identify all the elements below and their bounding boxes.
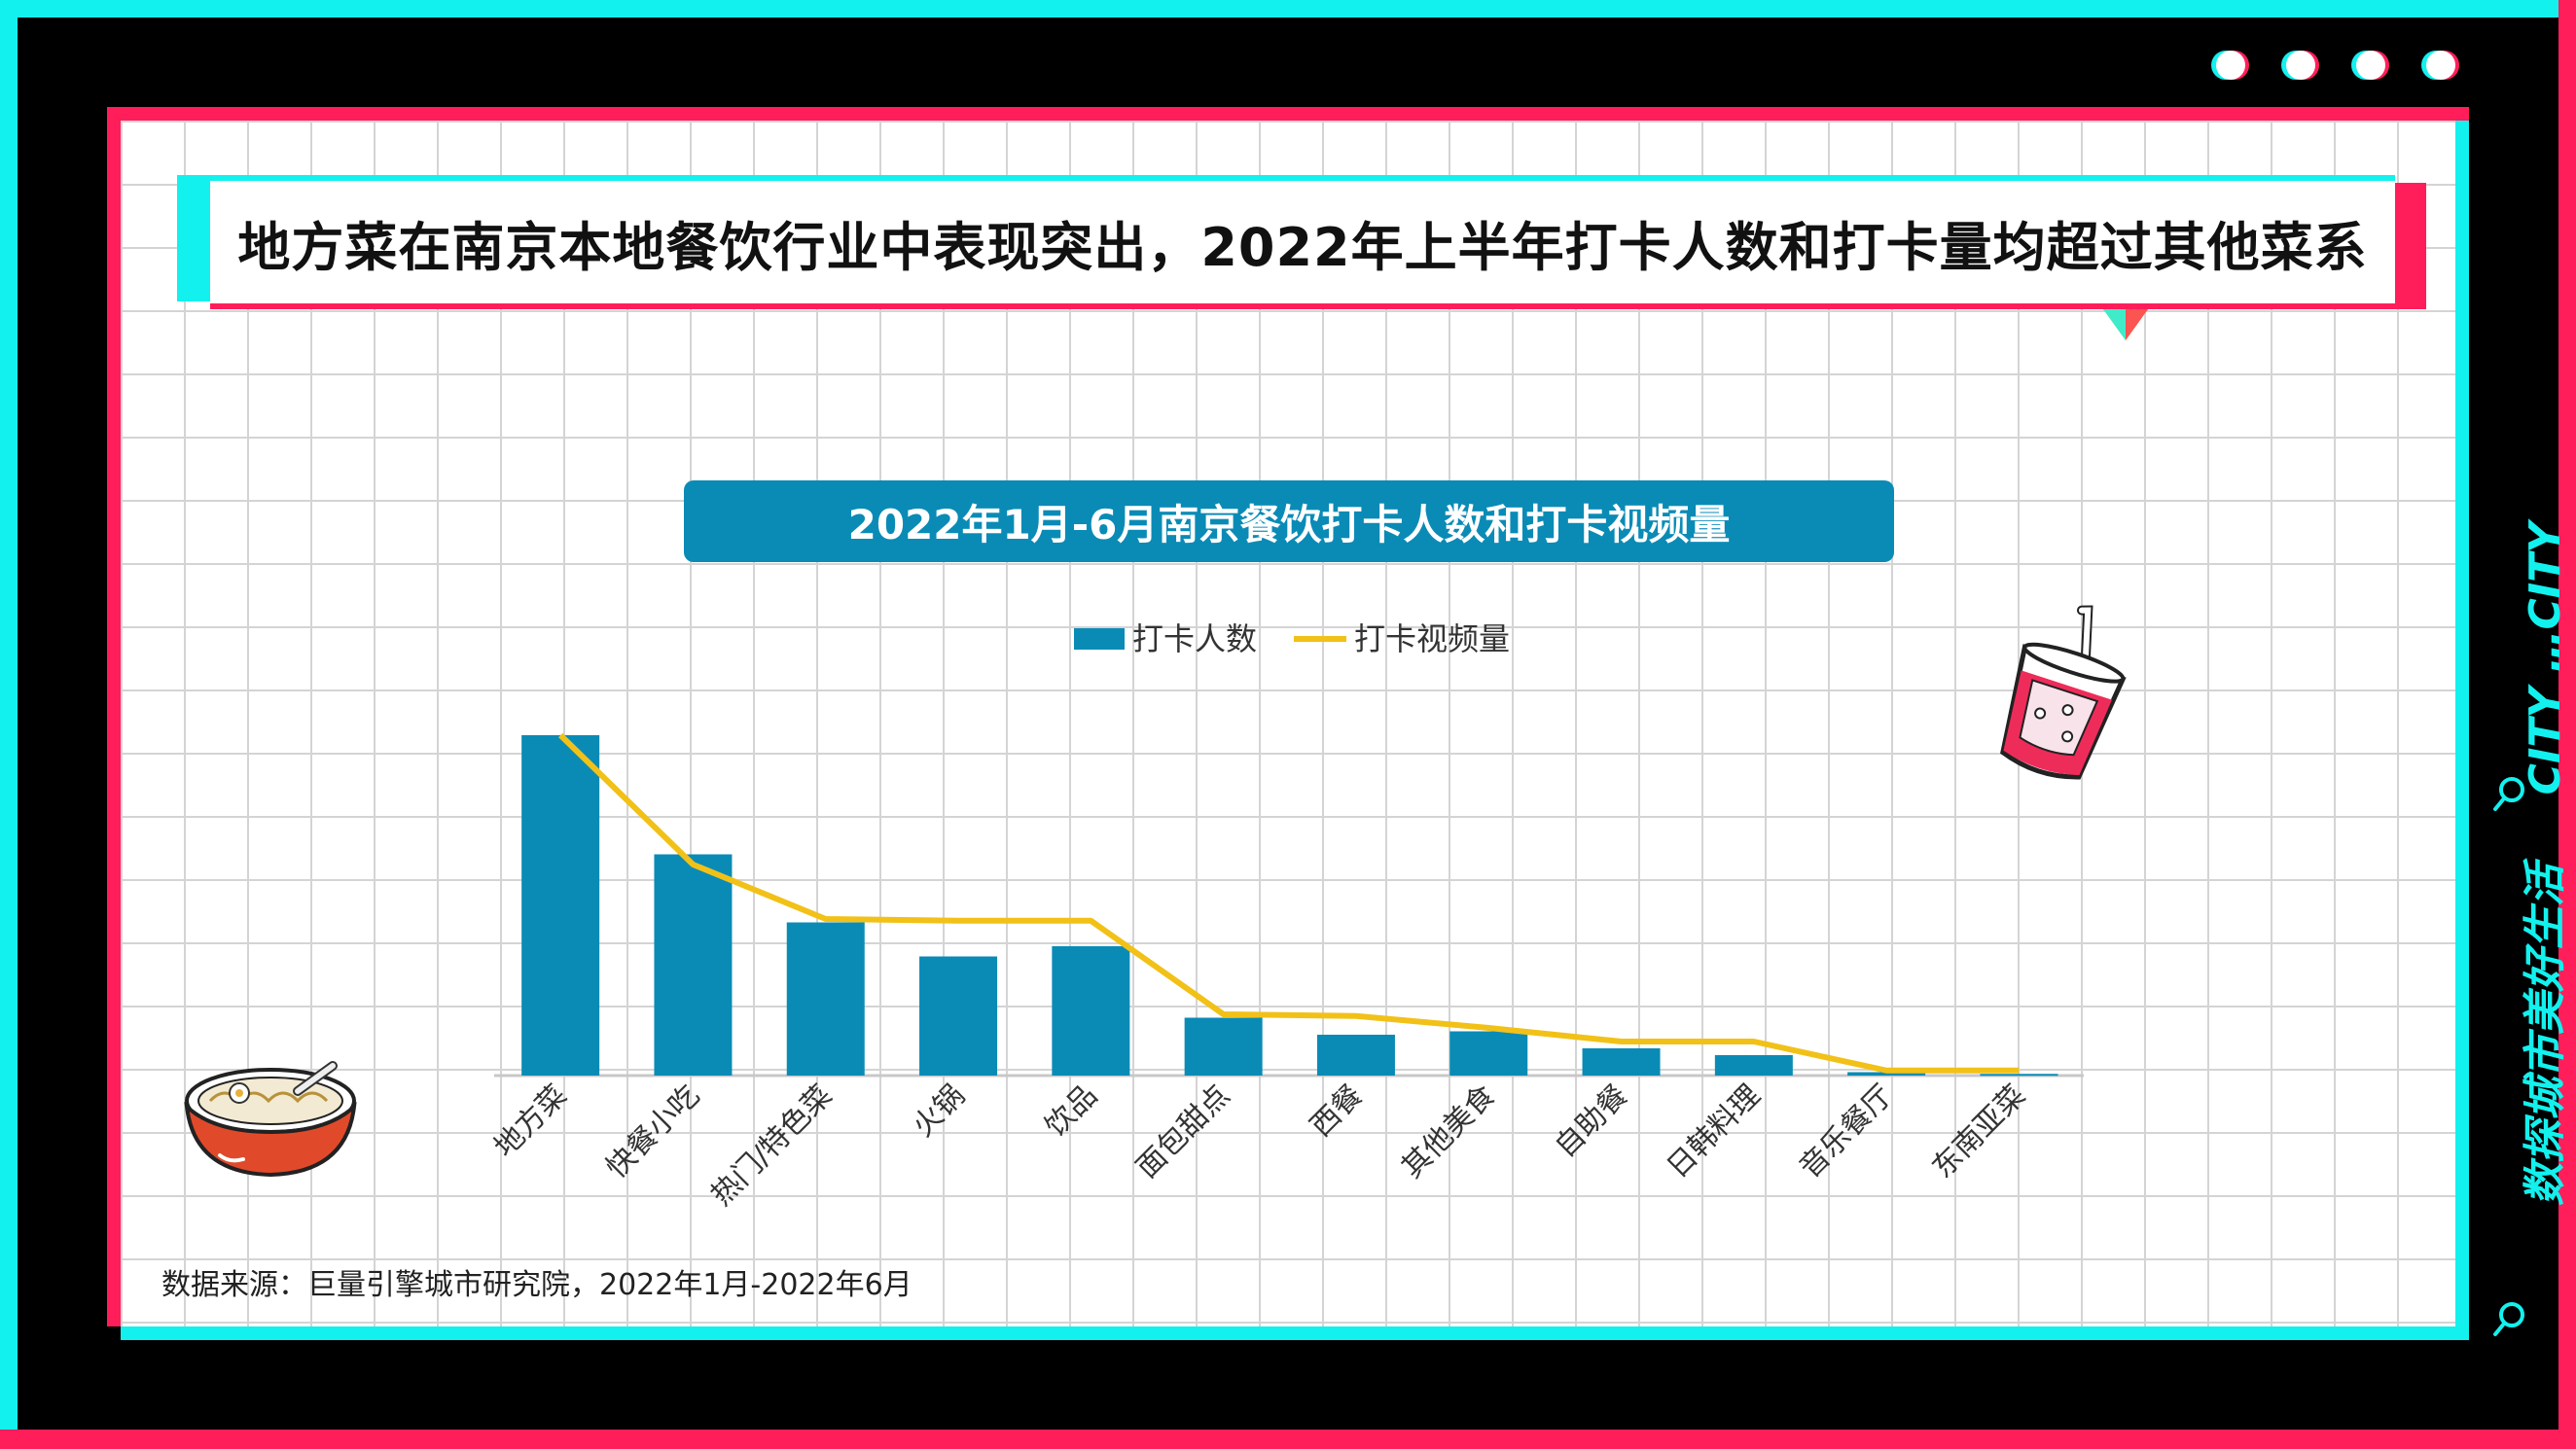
x-tick-label: 其他美食 [1395, 1078, 1502, 1185]
x-tick-label: 面包甜点 [1130, 1078, 1237, 1185]
x-tick-label: 饮品 [1039, 1078, 1104, 1144]
legend-bar-swatch [1074, 628, 1125, 650]
bar [1714, 1055, 1793, 1076]
window-dot [2356, 51, 2385, 80]
bar [919, 956, 998, 1076]
x-tick-label: 火锅 [907, 1078, 972, 1144]
window-dot [2426, 51, 2455, 80]
bar [654, 854, 733, 1076]
x-tick-label: 热门/特色菜 [704, 1078, 839, 1213]
x-tick-label: 西餐 [1304, 1078, 1369, 1144]
bar [786, 922, 865, 1076]
line-series [558, 732, 2020, 1074]
headline: 地方菜在南京本地餐饮行业中表现突出，2022年上半年打卡人数和打卡量均超过其他菜… [210, 181, 2395, 303]
side-slogan: 数探城市美好生活 CITY …CITY [2510, 522, 2572, 1206]
legend-bar-label: 打卡人数 [1132, 620, 1257, 657]
bar [1449, 1031, 1528, 1076]
data-source-note: 数据来源：巨量引擎城市研究院，2022年1月-2022年6月 [161, 1268, 912, 1302]
drink-cup-icon [2000, 605, 2127, 780]
x-tick-label: 快餐小吃 [600, 1078, 707, 1185]
legend-line-label: 打卡视频量 [1354, 620, 1510, 657]
bar-series [521, 735, 2058, 1077]
x-tick-label: 日韩料理 [1661, 1078, 1768, 1185]
x-tick-label: 音乐餐厅 [1793, 1078, 1900, 1185]
search-icon [2493, 777, 2524, 811]
chart-legend: 打卡人数 打卡视频量 [1074, 620, 1510, 657]
chart-title: 2022年1月-6月南京餐饮打卡人数和打卡视频量 [684, 480, 1894, 562]
bottom-border [0, 1430, 2576, 1449]
top-border [0, 0, 2576, 18]
brand-text: CITY …CITY [2521, 521, 2570, 795]
bar [1316, 1035, 1395, 1076]
search-icon [2493, 1302, 2524, 1336]
left-border [0, 0, 18, 1449]
slogan-text: 数探城市美好生活 [2521, 864, 2570, 1206]
bar [1184, 1017, 1263, 1076]
sparkle-icon [2103, 309, 2148, 340]
window-dot [2286, 51, 2315, 80]
x-tick-label: 地方菜 [487, 1078, 573, 1164]
bar [521, 735, 600, 1076]
line-path [558, 732, 2020, 1074]
bar [1847, 1072, 1926, 1076]
bar [1980, 1074, 2058, 1077]
x-tick-label: 东南亚菜 [1926, 1078, 2033, 1185]
bar [1052, 946, 1130, 1076]
window-dot [2216, 51, 2245, 80]
right-border [2558, 0, 2576, 1449]
x-tick-label: 自助餐 [1549, 1078, 1634, 1164]
bar [1582, 1048, 1661, 1076]
noodle-bowl-icon [184, 1061, 357, 1178]
